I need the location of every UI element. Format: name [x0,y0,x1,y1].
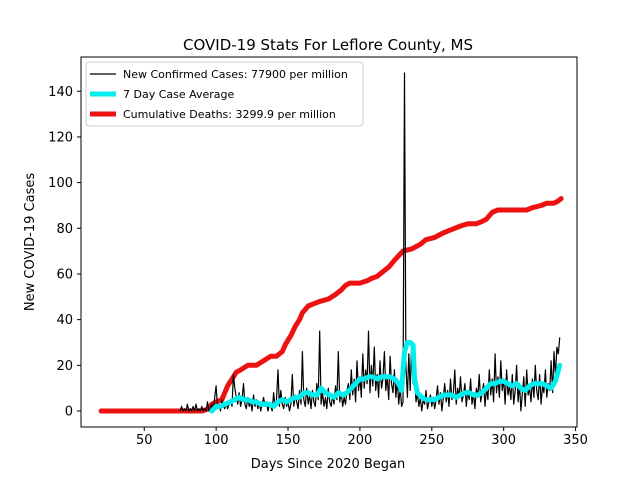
series-line-new-cases [179,72,561,412]
y-tick-label: 20 [56,359,73,374]
y-axis-label: New COVID-19 Cases [23,173,38,311]
plot-frame [80,56,578,428]
x-tick-label: 200 [347,433,372,448]
y-tick-label: 100 [48,176,73,191]
plot-area: 50 100 150 200 250 300 350 0 20 40 60 80 100 120 140 [48,56,588,448]
y-tick-label: 140 [48,85,73,100]
legend: New Confirmed Cases: 77900 per million 7 … [85,61,364,127]
legend-label-new-cases: New Confirmed Cases: 77900 per million [123,68,348,81]
legend-box [85,61,364,127]
chart-title: COVID-19 Stats For Leflore County, MS [183,36,473,54]
x-tick-label: 100 [204,433,229,448]
y-tick-label: 40 [56,313,73,328]
x-tick-label: 150 [276,433,301,448]
y-tick-label: 120 [48,130,73,145]
x-tick-label: 300 [491,433,516,448]
x-tick-label: 250 [419,433,444,448]
x-tick-label: 350 [563,433,588,448]
x-tick-label: 50 [136,433,153,448]
legend-label-cumulative-deaths: Cumulative Deaths: 3299.9 per million [123,108,336,121]
y-axis-ticks: 0 20 40 60 80 100 120 140 [48,85,81,420]
series-layer [98,72,564,414]
y-tick-label: 60 [56,267,73,282]
legend-label-7-day-average: 7 Day Case Average [123,88,235,101]
series-line-7-day-average [209,340,563,414]
x-axis-label: Days Since 2020 Began [251,457,406,472]
y-tick-label: 80 [56,222,73,237]
y-tick-label: 0 [65,405,73,420]
x-axis-ticks: 50 100 150 200 250 300 350 [136,427,588,448]
